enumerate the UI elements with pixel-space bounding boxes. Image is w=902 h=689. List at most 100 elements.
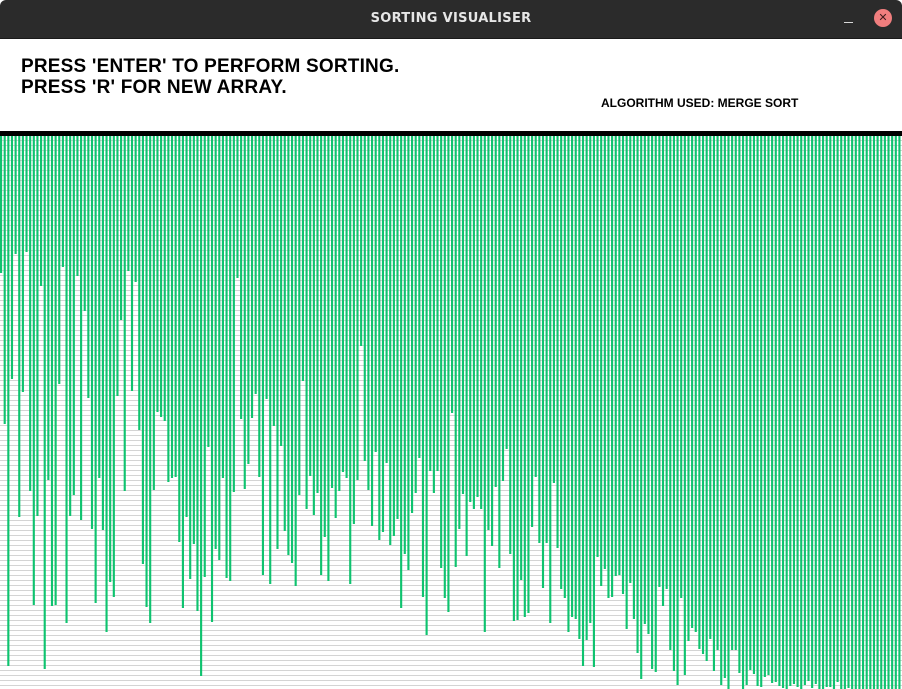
array-bar [109, 136, 112, 582]
minimize-button[interactable] [838, 9, 858, 29]
array-bar [814, 136, 817, 684]
array-bar [200, 136, 203, 676]
array-bar [861, 136, 865, 689]
array-bar [545, 136, 548, 543]
array-bar [727, 136, 730, 689]
array-bar [40, 136, 43, 286]
array-bar [436, 136, 439, 471]
array-bar [345, 136, 348, 478]
array-bar [425, 136, 428, 635]
array-bar [269, 136, 272, 584]
array-bar [523, 136, 526, 617]
array-bar [287, 136, 290, 555]
array-bar [789, 136, 792, 686]
array-bar [130, 136, 134, 391]
array-bar [505, 136, 508, 449]
array-bar [589, 136, 592, 623]
array-bar [229, 136, 232, 581]
array-bar [738, 136, 741, 673]
array-bar [571, 136, 574, 617]
array-bar [731, 136, 734, 650]
array-bar [869, 136, 872, 689]
array-bar [421, 136, 425, 597]
array-bar [516, 136, 519, 620]
array-bar [203, 136, 206, 577]
array-bar [294, 136, 297, 586]
array-bar [512, 136, 515, 621]
array-bar [803, 136, 806, 685]
array-bar [240, 136, 243, 419]
instruction-new-array: PRESS 'R' FOR NEW ARRAY. [21, 77, 287, 98]
array-bar [149, 136, 152, 623]
array-bar [80, 136, 83, 520]
array-bar [400, 136, 403, 608]
array-bar [389, 136, 392, 545]
array-bar [549, 136, 552, 623]
array-bar [334, 136, 337, 518]
array-bar [236, 136, 239, 278]
array-bar [192, 136, 195, 544]
array-bar [691, 136, 694, 628]
array-bar [574, 136, 577, 619]
array-bar [261, 136, 265, 575]
array-bar [854, 136, 857, 689]
array-bar [843, 136, 846, 689]
array-bar [54, 136, 57, 605]
instruction-sort: PRESS 'ENTER' TO PERFORM SORTING. [21, 56, 400, 77]
array-bar [774, 136, 777, 682]
array-bar [352, 136, 355, 524]
array-bar [7, 136, 10, 666]
array-bar [454, 136, 457, 567]
array-bar [832, 136, 836, 689]
array-bar [461, 136, 465, 494]
close-button[interactable]: ✕ [874, 9, 892, 27]
array-bar [596, 136, 599, 557]
array-bar [625, 136, 628, 629]
array-bar [323, 136, 326, 537]
array-bar [410, 136, 414, 513]
array-bar [465, 136, 468, 556]
array-bar [825, 136, 828, 687]
array-bar [643, 136, 646, 624]
array-bar [723, 136, 726, 678]
array-bar [458, 136, 461, 529]
array-bar [640, 136, 643, 679]
array-bar [178, 136, 181, 542]
array-bar [752, 136, 756, 674]
array-bar [712, 136, 716, 671]
array-bar [163, 136, 166, 421]
array-bar [632, 136, 635, 619]
array-bar [174, 136, 177, 477]
array-bar [276, 136, 279, 549]
array-bar [785, 136, 788, 689]
close-icon: ✕ [878, 11, 888, 24]
array-bar [98, 136, 101, 478]
array-bar [10, 136, 14, 379]
array-bar [741, 136, 745, 689]
array-bar [58, 136, 61, 384]
array-bar [651, 136, 654, 669]
array-bar [891, 136, 894, 689]
array-bar [658, 136, 661, 587]
array-bar [538, 136, 541, 543]
array-bar [851, 136, 854, 689]
array-bar [407, 136, 410, 570]
array-bar [152, 136, 155, 490]
array-bar [578, 136, 581, 639]
array-bar [745, 136, 748, 685]
array-bar [156, 136, 159, 412]
array-bar [647, 136, 650, 634]
array-bar [403, 136, 406, 554]
array-bar [683, 136, 686, 675]
array-bar [327, 136, 330, 581]
array-bar [0, 136, 3, 273]
array-bar [418, 136, 421, 458]
array-bar [87, 136, 90, 398]
array-bar [341, 136, 345, 472]
array-bar [767, 136, 770, 675]
array-bar [69, 136, 72, 516]
title-bar[interactable]: SORTING VISUALISER ✕ [0, 0, 902, 39]
array-bar [829, 136, 832, 687]
array-bar [189, 136, 192, 579]
